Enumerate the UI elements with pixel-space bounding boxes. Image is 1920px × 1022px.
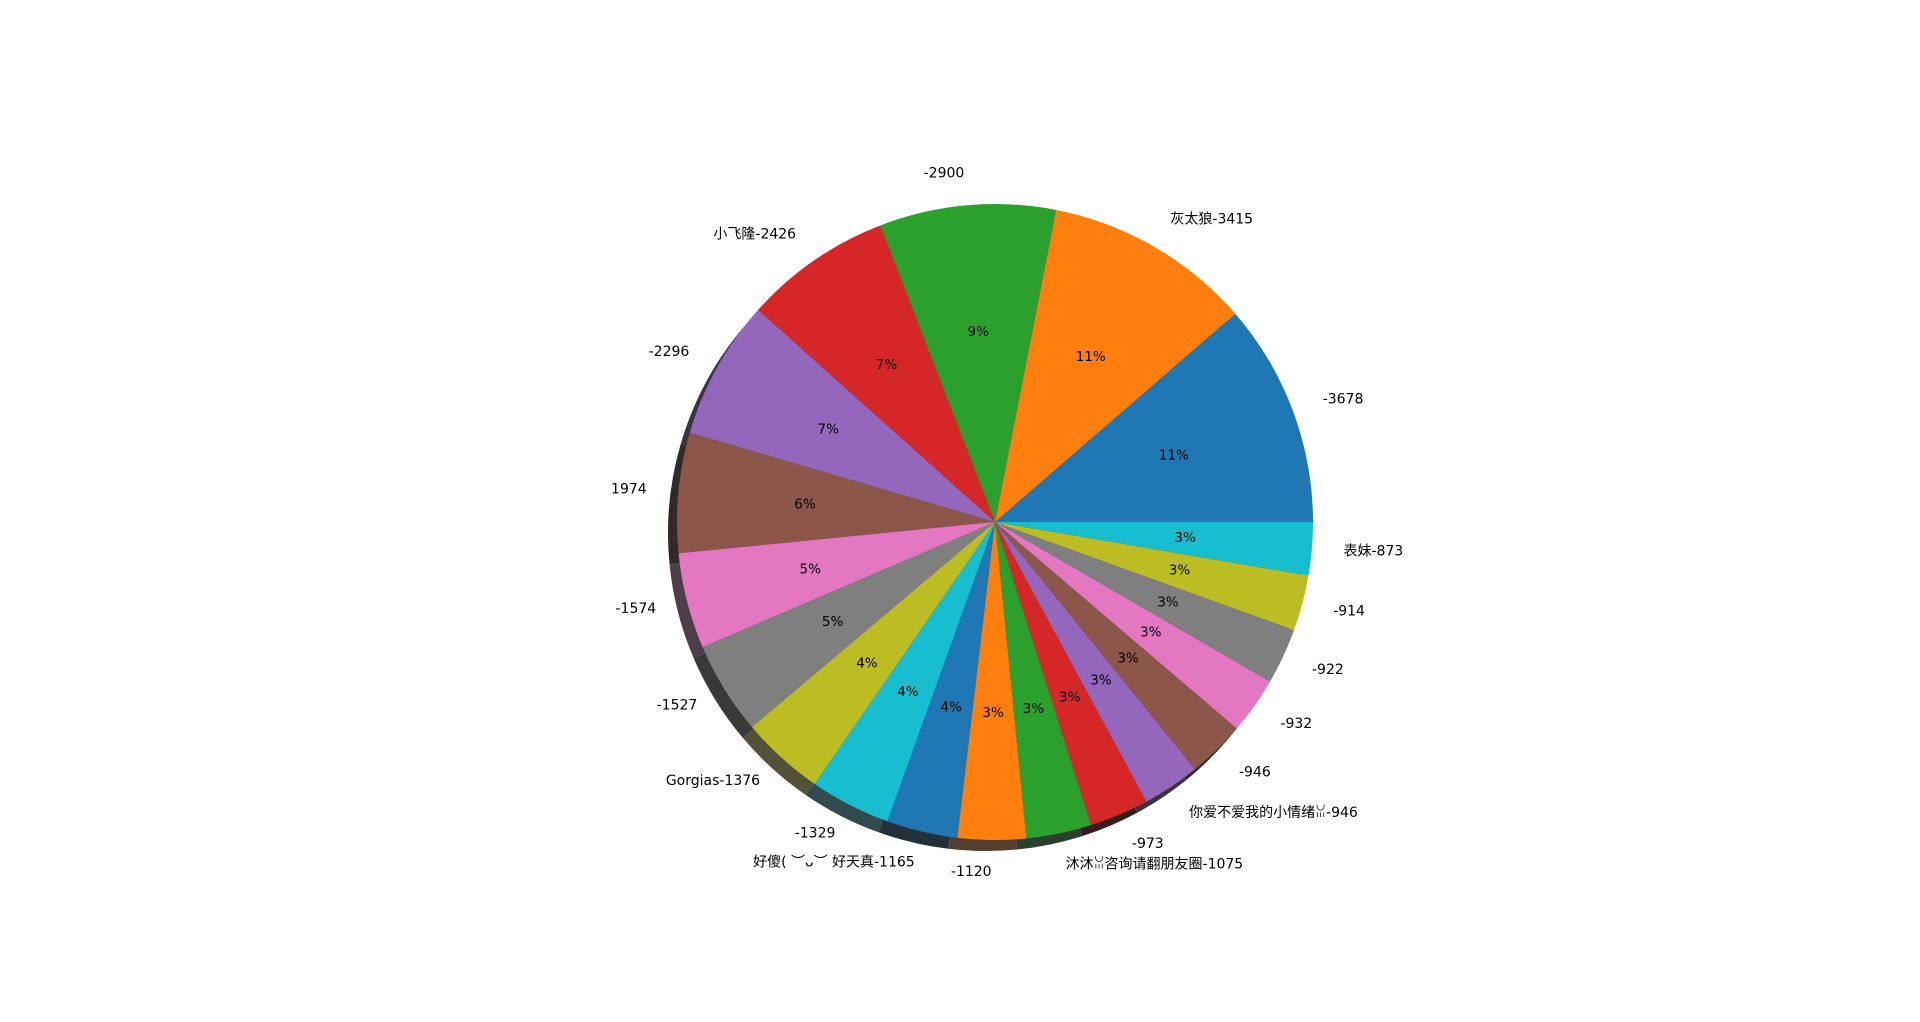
percent-labels: 11%11%9%7%7%6%5%5%4%4%4% 3% 3%3%3%3%3%3%3%…	[794, 324, 1196, 721]
slice-percent-label: 7%	[817, 421, 839, 437]
slice-label: Gorgias-1376	[666, 773, 760, 789]
slice-percent-label: 3%	[982, 705, 1004, 721]
pie-slice	[880, 203, 1057, 522]
pie-slice	[995, 522, 1237, 770]
slice-label: -2296	[649, 344, 690, 360]
pie-slice	[751, 522, 995, 784]
slice-label: -914	[1333, 603, 1365, 619]
slice-percent-label: 11%	[1159, 447, 1189, 463]
slice-label: -946	[1239, 765, 1271, 781]
slice-percent-label: 11%	[1076, 349, 1106, 365]
slice-label: 小飞隆-2426	[713, 226, 796, 242]
pie-slice	[995, 522, 1313, 576]
pie-slice	[995, 522, 1271, 729]
slice-percent-label: 3%	[1059, 690, 1081, 706]
pie-slice	[995, 522, 1309, 631]
pie-slice	[995, 209, 1236, 522]
slice-percent-label: 5%	[799, 562, 821, 578]
pie-slices	[677, 203, 1313, 841]
slice-percent-label: 9%	[967, 324, 989, 340]
pie-slice	[995, 313, 1313, 522]
slice-percent-label: 3%	[1169, 563, 1191, 579]
slice-percent-label: 4%	[856, 655, 878, 671]
slice-percent-label: 5%	[822, 614, 844, 630]
slice-percent-label: 3%	[1157, 595, 1179, 611]
pie-slice	[995, 522, 1195, 802]
slice-percent-label: 3%	[1174, 530, 1196, 546]
slice-label: -1574	[616, 601, 657, 617]
slice-percent-label: 3%	[1090, 673, 1112, 689]
slice-label: -1527	[657, 698, 698, 714]
pie-slice	[702, 522, 995, 728]
slice-label: 表妹-873	[1344, 544, 1404, 560]
slice-label: -922	[1312, 662, 1344, 678]
slice-label: -932	[1280, 716, 1312, 732]
slice-percent-label: 3%	[1023, 701, 1045, 717]
pie-slice	[995, 522, 1147, 826]
pie-slice	[677, 432, 995, 554]
slice-percent-label: 4%	[940, 700, 962, 716]
slice-label: -2900	[924, 166, 965, 182]
pie-slice	[995, 522, 1092, 839]
slice-label: -3678	[1323, 392, 1364, 408]
slice-percent-label: 3%	[1117, 651, 1139, 667]
slice-label: 灰太狼-3415	[1170, 211, 1253, 227]
pie-slice	[957, 522, 1027, 841]
pie-slice	[758, 225, 995, 522]
slice-label: -973	[1132, 836, 1164, 852]
slice-label: 1974	[611, 482, 647, 498]
slice-label: 好傻( ︶ᴗ︶ 好天真-1165	[753, 855, 915, 871]
pie-slice	[995, 522, 1295, 682]
slice-label: -1329	[795, 825, 836, 841]
pie-slice	[689, 309, 995, 522]
pie-slice	[814, 522, 995, 822]
slice-label: -1120	[951, 864, 992, 880]
pie-slice	[678, 522, 995, 648]
slice-labels: -3678 灰太狼-3415 -2900 小飞隆-2426 -2296 1974 -1574…	[611, 166, 1403, 880]
slice-percent-label: 4%	[897, 684, 919, 700]
pie-slice	[887, 522, 995, 838]
slice-label: 沐沐ꈍ咨询请翻朋友圈-1075	[1066, 856, 1244, 873]
slice-percent-label: 7%	[876, 357, 898, 373]
slice-label: 你爱不爱我的小情绪ꈍ-946	[1189, 804, 1358, 821]
slice-percent-label: 6%	[794, 496, 816, 512]
slice-percent-label: 3%	[1140, 624, 1162, 640]
